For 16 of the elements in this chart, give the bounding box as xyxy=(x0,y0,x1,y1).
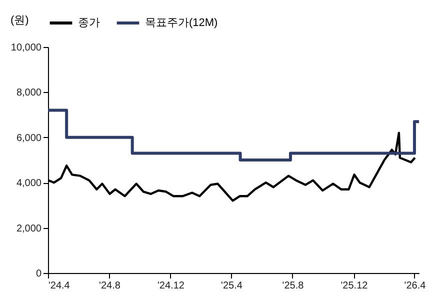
x-tick-label: '25.12 xyxy=(340,280,368,292)
y-tick-label: 8,000 xyxy=(16,88,42,99)
y-tick-label: 0 xyxy=(36,268,42,280)
legend-label: 종가 xyxy=(78,17,100,29)
x-tick-label: '25.4 xyxy=(221,280,243,292)
y-tick-label: 6,000 xyxy=(16,132,42,144)
y-tick-label: 10,000 xyxy=(10,42,42,54)
x-tick-label: '24.8 xyxy=(99,280,121,292)
y-axis-title: (원) xyxy=(10,14,29,26)
legend-label: 목표주가(12M) xyxy=(145,17,218,29)
x-tick-label: '25.8 xyxy=(282,280,304,292)
y-tick-label: 4,000 xyxy=(16,178,42,190)
x-tick-label: '24.12 xyxy=(158,280,185,292)
x-tick-label: '26.4 xyxy=(404,280,426,292)
x-tick-label: '24.4 xyxy=(48,280,70,292)
y-tick-label: 2,000 xyxy=(16,223,42,234)
